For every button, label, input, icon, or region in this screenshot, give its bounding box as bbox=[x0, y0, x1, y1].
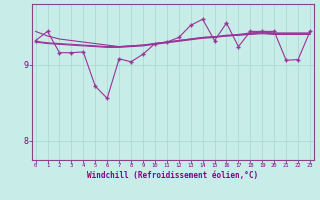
X-axis label: Windchill (Refroidissement éolien,°C): Windchill (Refroidissement éolien,°C) bbox=[87, 171, 258, 180]
